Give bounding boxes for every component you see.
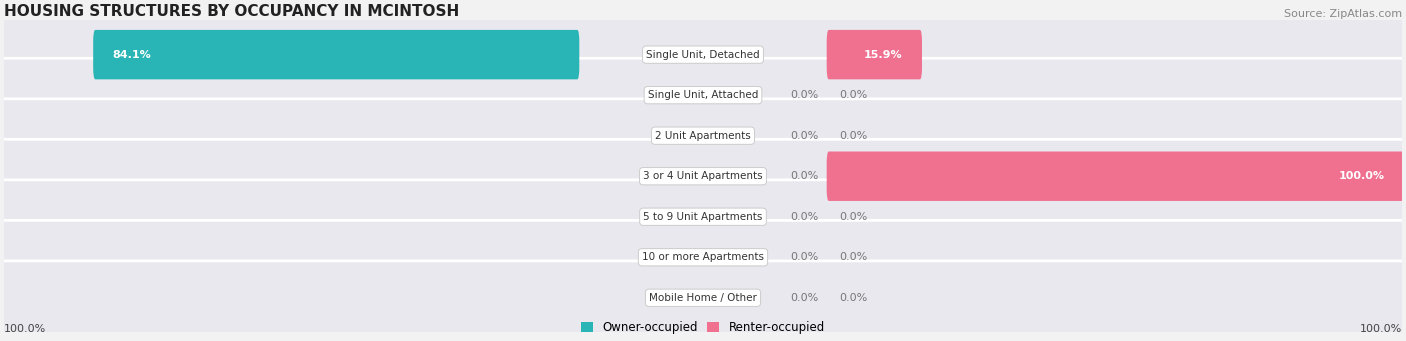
FancyBboxPatch shape [0,18,1406,91]
FancyBboxPatch shape [0,261,1406,335]
FancyBboxPatch shape [93,30,579,79]
FancyBboxPatch shape [0,58,1406,132]
Text: 0.0%: 0.0% [839,252,868,262]
Text: 15.9%: 15.9% [863,50,903,60]
FancyBboxPatch shape [0,99,1406,173]
Text: 0.0%: 0.0% [839,90,868,100]
Text: 100.0%: 100.0% [1339,171,1385,181]
Text: Single Unit, Attached: Single Unit, Attached [648,90,758,100]
Text: Source: ZipAtlas.com: Source: ZipAtlas.com [1284,9,1402,19]
Legend: Owner-occupied, Renter-occupied: Owner-occupied, Renter-occupied [576,316,830,339]
Text: 0.0%: 0.0% [839,131,868,141]
FancyBboxPatch shape [0,220,1406,294]
Text: 0.0%: 0.0% [790,171,818,181]
Text: HOUSING STRUCTURES BY OCCUPANCY IN MCINTOSH: HOUSING STRUCTURES BY OCCUPANCY IN MCINT… [4,4,460,19]
Text: 100.0%: 100.0% [1360,324,1402,335]
Text: 2 Unit Apartments: 2 Unit Apartments [655,131,751,141]
Text: 0.0%: 0.0% [839,293,868,303]
FancyBboxPatch shape [827,151,1405,201]
Text: 0.0%: 0.0% [790,252,818,262]
Text: 0.0%: 0.0% [790,212,818,222]
Text: Single Unit, Detached: Single Unit, Detached [647,50,759,60]
Text: 0.0%: 0.0% [790,90,818,100]
Text: 0.0%: 0.0% [790,131,818,141]
Text: Mobile Home / Other: Mobile Home / Other [650,293,756,303]
Text: 5 to 9 Unit Apartments: 5 to 9 Unit Apartments [644,212,762,222]
Text: 0.0%: 0.0% [790,293,818,303]
Text: 3 or 4 Unit Apartments: 3 or 4 Unit Apartments [643,171,763,181]
Text: 84.1%: 84.1% [112,50,152,60]
Text: 10 or more Apartments: 10 or more Apartments [643,252,763,262]
FancyBboxPatch shape [827,30,922,79]
FancyBboxPatch shape [0,180,1406,254]
Text: 100.0%: 100.0% [4,324,46,335]
FancyBboxPatch shape [0,139,1406,213]
Text: 0.0%: 0.0% [839,212,868,222]
